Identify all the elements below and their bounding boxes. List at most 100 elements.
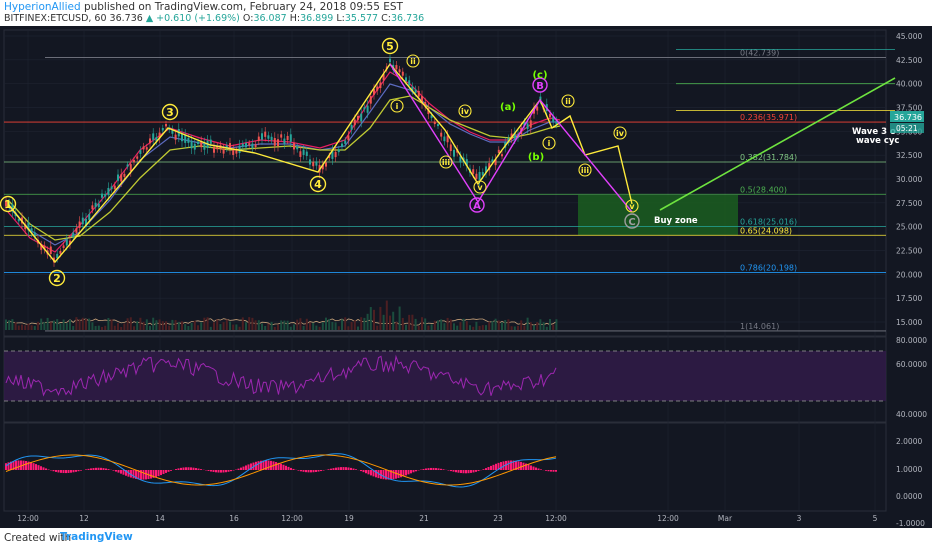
subwave-text-iii: iii — [442, 158, 450, 167]
volume-bar — [309, 322, 311, 330]
volume-bar — [539, 319, 542, 330]
rsi-tick-40: 40.0000 — [896, 410, 927, 419]
macd-hist-bar — [175, 469, 177, 470]
volume-bar — [46, 317, 49, 330]
abc-correction-line — [389, 63, 633, 213]
candle-body — [507, 138, 510, 142]
wave-note-line2: wave cyc — [856, 136, 899, 146]
volume-bar — [251, 317, 254, 330]
macd-hist-bar — [482, 469, 485, 470]
volume-bar — [5, 319, 7, 330]
volume-bar — [488, 321, 491, 330]
open-value: 36.087 — [253, 13, 287, 24]
candle-body — [280, 134, 283, 138]
candle-body — [113, 185, 116, 190]
candle-body — [277, 139, 279, 147]
macd-hist-bar — [207, 470, 210, 471]
tradingview-logo[interactable]: TradingView — [60, 531, 133, 543]
volume-bar — [427, 325, 430, 330]
macd-hist-bar — [40, 466, 42, 470]
candle-body — [549, 113, 551, 118]
macd-hist-bar — [10, 461, 12, 470]
candle-body — [539, 96, 542, 101]
volume-bar — [248, 317, 251, 330]
macd-hist-bar — [292, 468, 295, 470]
time-tick: 3 — [797, 514, 802, 523]
candle-body — [27, 222, 30, 231]
macd-hist-bar — [247, 464, 250, 470]
volume-bar — [133, 326, 135, 330]
volume-bar — [497, 320, 500, 330]
candle-body — [101, 193, 103, 198]
wave-label-B — [532, 77, 548, 93]
price-change: ▲ +0.610 (+1.69%) — [145, 13, 240, 24]
macd-pane[interactable] — [3, 422, 887, 512]
volume-bar — [507, 319, 510, 330]
volume-bar — [312, 322, 315, 330]
volume-bar — [341, 319, 343, 330]
macd-hist-bar — [125, 470, 127, 476]
macd-hist-bar — [455, 470, 457, 473]
macd-hist-bar — [237, 468, 240, 470]
volume-bar — [286, 320, 289, 330]
candle-body — [337, 149, 340, 153]
volume-bar — [24, 325, 27, 330]
candle-body — [389, 58, 391, 63]
candle-body — [366, 105, 369, 113]
macd-hist-bar — [555, 470, 557, 472]
candle-body — [232, 149, 235, 155]
macd-hist-bar — [210, 470, 212, 472]
volume-bar — [200, 322, 203, 330]
macd-hist-bar — [510, 460, 512, 470]
chart-svg[interactable]: 0(42.739) 0.236(35.971) 0.382(31.784) 0.5(2… — [0, 26, 932, 528]
wave-label-C — [624, 213, 640, 229]
author-link[interactable]: HyperionAllied — [4, 1, 81, 13]
volume-bar — [168, 325, 171, 330]
macd-hist-bar — [42, 467, 45, 470]
price-pane[interactable] — [3, 29, 887, 337]
candle-body — [184, 135, 187, 143]
candle-body — [379, 82, 382, 89]
candle-body — [49, 246, 52, 255]
candle-body — [193, 143, 196, 150]
price-axis[interactable]: 45.00042.50040.00037.50035.00032.50030.0… — [896, 32, 922, 327]
candle-body — [453, 149, 455, 157]
macd-hist-bar — [62, 470, 65, 474]
volume-bar — [78, 319, 81, 330]
subwave-text-c: (c) — [532, 70, 547, 81]
macd-tick-2: 2.0000 — [896, 437, 922, 446]
time-tick: 23 — [493, 514, 503, 523]
macd-hist-bar — [165, 470, 167, 473]
macd-hist-bar — [255, 461, 257, 470]
volume-bar — [517, 325, 519, 330]
volume-bar — [101, 326, 103, 330]
volume-bar — [299, 318, 302, 330]
macd-hist-bar — [5, 463, 7, 470]
candle-body — [334, 151, 337, 158]
candle-body — [497, 149, 500, 153]
volume-bar — [225, 319, 228, 330]
candle-body — [526, 123, 529, 129]
macd-hist-bar — [262, 460, 265, 470]
macd-hist-bar — [400, 470, 402, 478]
volume-bar — [529, 322, 532, 330]
fib-label: 1(14.061) — [740, 322, 779, 331]
macd-hist-bar — [340, 467, 342, 470]
chart-area[interactable]: 0(42.739) 0.236(35.971) 0.382(31.784) 0.5(2… — [0, 26, 932, 528]
volume-bar — [481, 325, 484, 330]
macd-hist-bar — [457, 470, 460, 473]
macd-hist-bar — [500, 462, 502, 470]
high-label: H: — [289, 13, 301, 24]
subwave-text-ii: ii — [410, 57, 416, 66]
macd-hist-bar — [32, 463, 35, 470]
subwave-text-i: i — [396, 102, 399, 111]
macd-hist-bar — [242, 466, 245, 470]
candle-body — [174, 134, 177, 140]
rsi-tick-80: 80.0000 — [896, 336, 927, 345]
time-axis[interactable]: 12:00 12 14 16 12:00 19 21 23 12:00 12:00 Mar 3 5 — [17, 514, 877, 523]
fib-label: 0.236(35.971) — [740, 113, 797, 122]
candle-body — [552, 116, 555, 122]
macd-hist-bar — [12, 461, 15, 470]
volume-bar — [91, 322, 94, 330]
candle-body — [107, 187, 110, 196]
